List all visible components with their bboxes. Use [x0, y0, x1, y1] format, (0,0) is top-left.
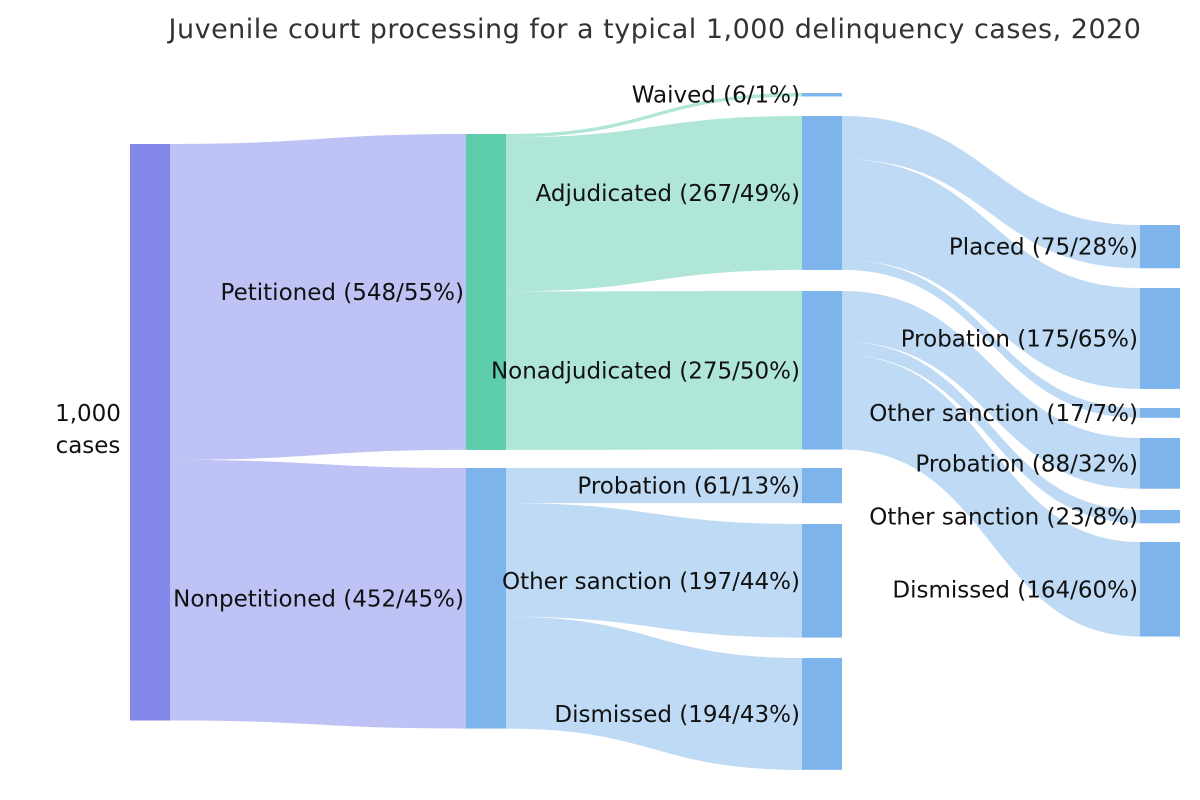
sankey-node-adjudicated [802, 116, 842, 270]
sankey-node-adj_placed [1140, 225, 1180, 269]
sankey-label-adj_probation: Probation (175/65%) [901, 326, 1138, 352]
sankey-label-nonadjudicated: Nonadjudicated (275/50%) [491, 358, 800, 384]
sankey-node-nonpetitioned [466, 468, 506, 729]
sankey-node-np_dismissed [802, 658, 842, 770]
sankey-node-waived [802, 93, 842, 97]
sankey-label-np_probation: Probation (61/13%) [577, 474, 800, 500]
sankey-label-total-line: 1,000 [55, 401, 121, 427]
sankey-label-adj_other: Other sanction (17/7%) [869, 401, 1138, 427]
sankey-label-adjudicated: Adjudicated (267/49%) [536, 181, 800, 207]
sankey-link-petitioned-adjudicated [506, 116, 802, 292]
sankey-label-total-line: cases [56, 433, 121, 459]
sankey-link-adjudicated-adj_probation [842, 159, 1140, 389]
sankey-link-nonpetitioned-np_other [506, 503, 802, 638]
sankey-link-adjudicated-adj_other [842, 260, 1140, 418]
sankey-node-adj_probation [1140, 288, 1180, 389]
sankey-label-np_dismissed: Dismissed (194/43%) [554, 702, 800, 728]
sankey-label-nonadj_other: Other sanction (23/8%) [869, 505, 1138, 531]
sankey-label-nonadj_dismissed: Dismissed (164/60%) [892, 577, 1138, 603]
sankey-link-nonpetitioned-np_dismissed [506, 616, 802, 770]
sankey-node-np_probation [802, 468, 842, 504]
sankey-label-waived: Waived (6/1%) [632, 83, 800, 109]
sankey-node-nonadj_probation [1140, 438, 1180, 489]
sankey-node-nonadjudicated [802, 291, 842, 450]
sankey-link-total-petitioned [170, 134, 466, 460]
sankey-node-petitioned [466, 134, 506, 450]
sankey-link-petitioned-nonadjudicated [506, 291, 802, 450]
sankey-label-np_other: Other sanction (197/44%) [502, 569, 800, 595]
sankey-node-total [130, 144, 170, 721]
sankey-label-nonpetitioned: Nonpetitioned (452/45%) [173, 586, 464, 612]
sankey-label-nonadj_probation: Probation (88/32%) [915, 451, 1138, 477]
sankey-label-total: 1,000 cases [55, 401, 121, 459]
sankey-link-petitioned-waived [506, 93, 802, 138]
sankey-link-nonadjudicated-nonadj_dismissed [842, 354, 1140, 637]
chart-title: Juvenile court processing for a typical … [168, 14, 1142, 45]
sankey-link-total-nonpetitioned [170, 459, 466, 729]
sankey-label-adj_placed: Placed (75/28%) [949, 235, 1138, 261]
sankey-link-nonadjudicated-nonadj_other [842, 341, 1140, 524]
sankey-link-nonadjudicated-nonadj_probation [842, 291, 1140, 489]
sankey-link-nonpetitioned-np_probation [506, 468, 802, 504]
sankey-link-adjudicated-adj_placed [842, 116, 1140, 269]
sankey-node-nonadj_other [1140, 510, 1180, 524]
sankey-node-nonadj_dismissed [1140, 542, 1180, 637]
sankey-node-np_other [802, 524, 842, 638]
sankey-node-adj_other [1140, 408, 1180, 418]
sankey-label-petitioned: Petitioned (548/55%) [221, 280, 464, 306]
